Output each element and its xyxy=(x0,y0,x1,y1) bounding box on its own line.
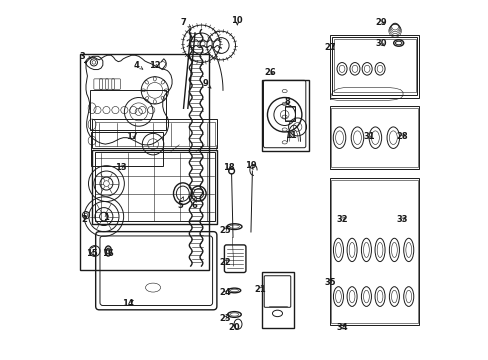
Bar xyxy=(329,178,418,325)
Bar xyxy=(92,119,217,148)
Bar xyxy=(94,152,214,221)
Text: 8: 8 xyxy=(284,96,290,105)
Text: 10: 10 xyxy=(231,16,243,25)
Text: 13: 13 xyxy=(115,163,126,172)
Text: 11: 11 xyxy=(285,131,296,140)
Text: 17: 17 xyxy=(125,132,137,141)
Text: 28: 28 xyxy=(396,132,407,141)
Bar xyxy=(284,106,295,121)
Bar xyxy=(330,108,417,167)
Bar xyxy=(90,90,165,130)
Bar xyxy=(92,150,217,224)
Bar xyxy=(94,122,214,145)
Text: 7: 7 xyxy=(180,18,190,27)
Text: 15: 15 xyxy=(86,249,98,258)
Bar xyxy=(333,39,415,92)
Bar xyxy=(261,272,293,328)
Text: 22: 22 xyxy=(219,258,230,267)
Text: 31: 31 xyxy=(363,132,374,141)
Bar xyxy=(91,132,163,166)
Text: 27: 27 xyxy=(324,43,336,52)
Text: 25: 25 xyxy=(219,226,230,235)
Text: 32: 32 xyxy=(336,215,347,224)
Text: 12: 12 xyxy=(149,61,161,70)
Bar xyxy=(332,37,416,95)
Bar xyxy=(329,35,418,98)
Text: 35: 35 xyxy=(324,278,335,287)
Text: 16: 16 xyxy=(102,249,113,258)
Bar xyxy=(285,107,294,120)
Text: 21: 21 xyxy=(254,285,266,294)
Text: 23: 23 xyxy=(219,314,230,323)
Text: 24: 24 xyxy=(219,288,230,297)
Text: 3: 3 xyxy=(80,52,91,61)
Text: 20: 20 xyxy=(227,323,239,332)
Text: 34: 34 xyxy=(336,323,347,332)
Text: 33: 33 xyxy=(396,215,407,224)
Text: 4: 4 xyxy=(134,61,142,70)
Bar xyxy=(329,107,418,169)
Text: 5: 5 xyxy=(177,197,183,210)
Bar xyxy=(261,80,308,150)
Text: 2: 2 xyxy=(81,215,86,224)
Bar xyxy=(330,180,417,323)
Bar xyxy=(80,54,208,270)
Text: 9: 9 xyxy=(202,79,210,88)
Text: 18: 18 xyxy=(222,163,234,172)
Text: 6: 6 xyxy=(191,197,197,210)
Text: 26: 26 xyxy=(264,68,276,77)
Text: 30: 30 xyxy=(375,39,386,48)
Text: 1: 1 xyxy=(103,213,109,222)
Text: 29: 29 xyxy=(375,18,386,27)
Text: 19: 19 xyxy=(244,161,256,170)
Text: 14: 14 xyxy=(122,299,134,308)
